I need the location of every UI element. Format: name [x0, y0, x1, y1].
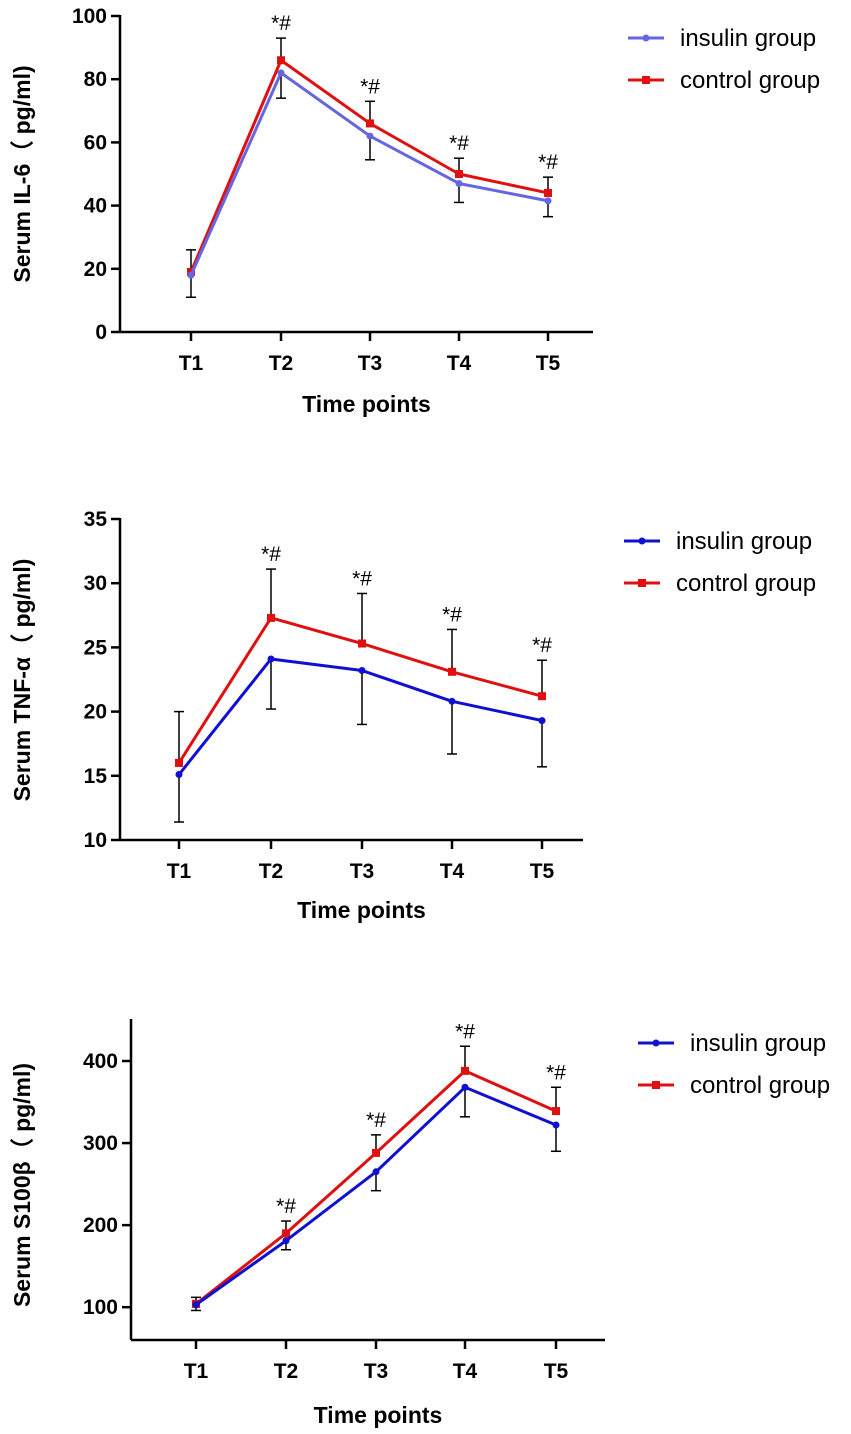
data-point-control-group	[372, 1148, 380, 1157]
y-tick-label: 10	[84, 829, 107, 852]
data-point-control-group	[175, 758, 183, 767]
x-axis-title: Time points	[302, 391, 431, 417]
data-point-control-group	[366, 119, 374, 128]
significance-annotation: *#	[271, 12, 291, 35]
y-tick-label: 100	[83, 1296, 118, 1319]
x-tick-label: T3	[364, 1360, 389, 1383]
y-tick-label: 20	[84, 701, 107, 724]
y-tick-label: 100	[72, 5, 107, 28]
data-point-insulin-group	[267, 655, 275, 663]
legend-label: insulin group	[690, 1030, 826, 1057]
data-point-insulin-group	[366, 132, 374, 140]
significance-annotation: *#	[360, 75, 380, 98]
data-point-insulin-group	[372, 1168, 380, 1176]
x-tick-label: T4	[447, 352, 472, 375]
y-tick-label: 400	[83, 1050, 118, 1073]
data-point-control-group	[267, 613, 275, 622]
y-tick-label: 40	[84, 195, 107, 218]
data-point-insulin-group	[461, 1083, 469, 1091]
data-point-insulin-group	[277, 69, 285, 77]
data-point-insulin-group	[538, 717, 546, 725]
significance-annotation: *#	[455, 1020, 475, 1043]
data-point-insulin-group	[192, 1301, 200, 1309]
y-tick-label: 35	[84, 508, 108, 531]
legend-marker	[652, 1081, 660, 1089]
data-point-insulin-group	[552, 1121, 560, 1129]
legend-marker	[638, 579, 646, 587]
data-point-control-group	[277, 56, 285, 65]
data-point-control-group	[358, 639, 366, 648]
x-tick-label: T4	[453, 1360, 478, 1383]
data-point-insulin-group	[448, 697, 456, 705]
significance-annotation: *#	[276, 1195, 296, 1218]
data-point-insulin-group	[187, 271, 195, 279]
x-tick-label: T1	[179, 352, 204, 375]
chart-panel-3: 100 200 300 400 T1 T2 T3 T4 T5 Time points Serum S…	[9, 1019, 830, 1428]
y-tick-label: 200	[83, 1214, 118, 1237]
significance-annotation: *#	[442, 603, 462, 626]
legend-marker	[642, 76, 650, 84]
chart-panel-2: 10 15 20 25 30 35 T1 T2 T3 T4 T5 Time points Serum T…	[9, 508, 816, 923]
significance-annotation: *#	[532, 634, 552, 657]
legend-label: control group	[676, 570, 816, 597]
legend-label: insulin group	[680, 25, 816, 52]
data-point-control-group	[538, 692, 546, 701]
data-point-insulin-group	[282, 1237, 290, 1245]
x-tick-label: T5	[544, 1360, 569, 1383]
data-point-insulin-group	[455, 179, 463, 187]
significance-annotation: *#	[538, 151, 558, 174]
data-point-control-group	[461, 1066, 469, 1075]
y-axis-title: Serum TNF-α（ pg/ml)	[9, 559, 35, 802]
x-axis-title: Time points	[297, 897, 426, 923]
y-tick-label: 300	[83, 1132, 118, 1155]
y-axis-title: Serum IL-6（ pg/ml)	[9, 65, 35, 282]
y-tick-label: 15	[84, 765, 108, 788]
legend-marker	[652, 1039, 660, 1047]
data-point-control-group	[544, 188, 552, 197]
legend-label: insulin group	[676, 528, 812, 555]
significance-annotation: *#	[352, 567, 372, 590]
x-tick-label: T3	[358, 352, 383, 375]
data-point-control-group	[552, 1107, 560, 1116]
x-tick-label: T2	[259, 860, 284, 883]
data-point-insulin-group	[544, 197, 552, 205]
legend-label: control group	[680, 67, 820, 94]
data-point-control-group	[282, 1229, 290, 1238]
x-tick-label: T2	[274, 1360, 299, 1383]
y-axis-title: Serum S100β（ pg/ml)	[9, 1063, 35, 1307]
data-point-control-group	[455, 170, 463, 178]
x-tick-label: T3	[350, 860, 375, 883]
y-tick-label: 25	[84, 636, 108, 659]
y-tick-label: 0	[95, 321, 107, 344]
y-tick-label: 20	[84, 258, 107, 281]
x-tick-label: T5	[536, 352, 561, 375]
data-point-control-group	[448, 667, 456, 676]
y-tick-label: 80	[84, 68, 107, 91]
x-tick-label: T5	[530, 860, 555, 883]
significance-annotation: *#	[366, 1109, 386, 1132]
significance-annotation: *#	[261, 543, 281, 566]
chart-panel-1: 0 20 40 60 80 100 T1 T2 T3 T4 T5 Time points Serum I…	[9, 5, 820, 417]
legend-marker	[642, 34, 650, 42]
x-axis-title: Time points	[314, 1402, 443, 1428]
significance-annotation: *#	[449, 132, 469, 155]
legend-label: control group	[690, 1072, 830, 1099]
legend-marker	[638, 537, 646, 545]
x-tick-label: T2	[269, 352, 294, 375]
x-tick-label: T4	[440, 860, 465, 883]
x-tick-label: T1	[184, 1360, 209, 1383]
x-tick-label: T1	[167, 860, 192, 883]
y-tick-label: 60	[84, 131, 107, 154]
data-point-insulin-group	[175, 771, 183, 779]
y-tick-label: 30	[84, 572, 107, 595]
significance-annotation: *#	[546, 1061, 566, 1084]
data-point-insulin-group	[358, 667, 366, 675]
